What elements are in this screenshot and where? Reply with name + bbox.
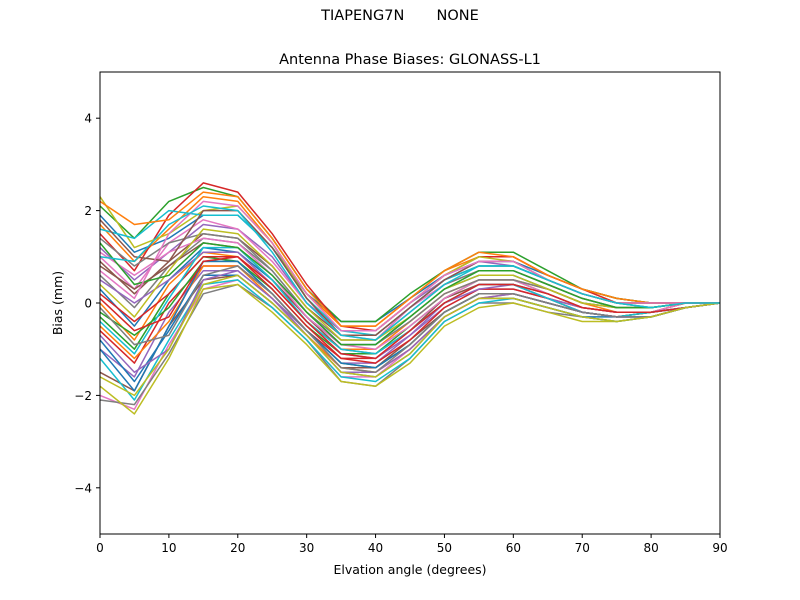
series-line-33 <box>99 242 720 346</box>
y-tick-label: 2 <box>84 204 92 218</box>
series-line-40 <box>99 205 720 341</box>
series-line-32 <box>99 191 720 327</box>
y-tick-label: −2 <box>74 389 92 403</box>
chart-title: Antenna Phase Biases: GLONASS-L1 <box>279 52 541 68</box>
figure-suptitle: TIAPENG7N NONE <box>321 8 479 24</box>
x-tick-label: 80 <box>643 541 658 555</box>
series-line-39 <box>99 274 721 397</box>
x-tick-label: 90 <box>712 541 727 555</box>
series-line-34 <box>99 256 721 360</box>
series-line-15 <box>99 269 721 378</box>
x-tick-label: 60 <box>506 541 521 555</box>
x-tick-label: 30 <box>299 541 314 555</box>
y-tick-label: −4 <box>74 481 92 495</box>
x-tick-label: 40 <box>368 541 383 555</box>
y-axis-label: Bias (mm) <box>50 271 65 335</box>
x-axis-label: Elvation angle (degrees) <box>333 562 486 577</box>
plot-area-frame <box>99 71 721 535</box>
x-tick-label: 0 <box>96 541 104 555</box>
series-line-21 <box>99 274 721 383</box>
series-line-38 <box>99 265 721 374</box>
x-tick-label: 50 <box>437 541 452 555</box>
axis-ticks: 0 10 20 30 40 50 60 70 80 90 −4 −2 0 2 4 <box>74 112 727 555</box>
y-tick-label: 0 <box>84 297 92 311</box>
x-tick-label: 20 <box>230 541 245 555</box>
y-tick-label: 4 <box>84 112 92 126</box>
x-tick-label: 10 <box>161 541 176 555</box>
x-tick-label: 70 <box>575 541 590 555</box>
series-lines <box>99 182 721 415</box>
